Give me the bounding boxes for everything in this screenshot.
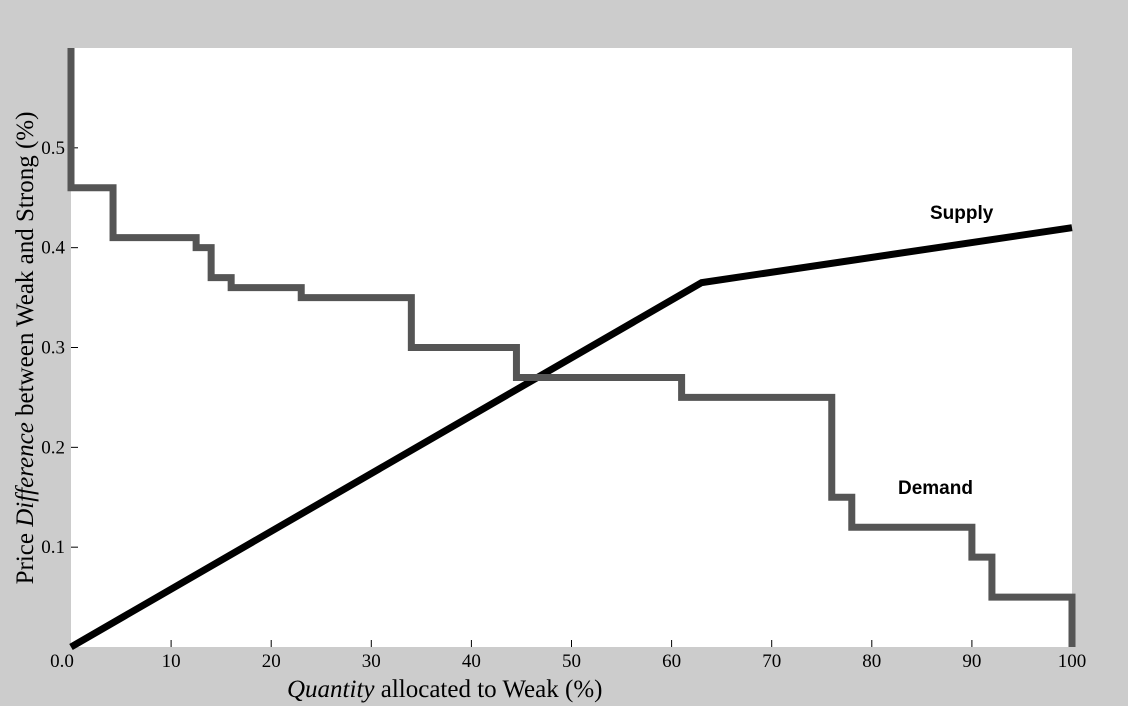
demand-line xyxy=(67,48,1076,647)
x-axis-title-italic: Quantity xyxy=(287,676,375,703)
y-tick-label: 0.3 xyxy=(41,338,65,359)
x-tick-label: 100 xyxy=(1058,651,1087,672)
origin-tick-label: 0.0 xyxy=(50,651,74,672)
x-tick-label: 40 xyxy=(462,651,481,672)
y-axis-title-pre: Price xyxy=(12,527,39,585)
series-lines xyxy=(67,48,1076,651)
y-axis-title-post: between Weak and Strong (%) xyxy=(12,112,39,423)
x-tick-label: 10 xyxy=(162,651,181,672)
x-axis-title: Quantity allocated to Weak (%) xyxy=(287,676,602,703)
x-tick-label: 60 xyxy=(662,651,681,672)
x-tick-label: 70 xyxy=(762,651,781,672)
x-tick-label: 50 xyxy=(562,651,581,672)
x-axis-title-rest: allocated to Weak (%) xyxy=(375,676,603,703)
x-tick-label: 90 xyxy=(962,651,981,672)
y-tick-label: 0.1 xyxy=(41,537,65,558)
y-axis-title: Price Difference between Weak and Strong… xyxy=(12,112,39,585)
y-tick-label: 0.2 xyxy=(41,437,65,458)
x-tick-label: 80 xyxy=(862,651,881,672)
y-tick-label: 0.5 xyxy=(41,138,65,159)
x-tick-label: 30 xyxy=(362,651,381,672)
y-axis-title-italic: Difference xyxy=(12,422,39,528)
x-tick-labels: 10 20 30 40 50 60 70 80 90 100 xyxy=(162,651,1087,672)
x-tick-label: 20 xyxy=(262,651,281,672)
demand-label: Demand xyxy=(898,478,973,499)
supply-label: Supply xyxy=(930,203,994,224)
y-tick-label: 0.4 xyxy=(41,238,65,259)
y-tick-labels: 0.1 0.2 0.3 0.4 0.5 xyxy=(41,138,65,558)
supply-line xyxy=(69,224,1073,651)
